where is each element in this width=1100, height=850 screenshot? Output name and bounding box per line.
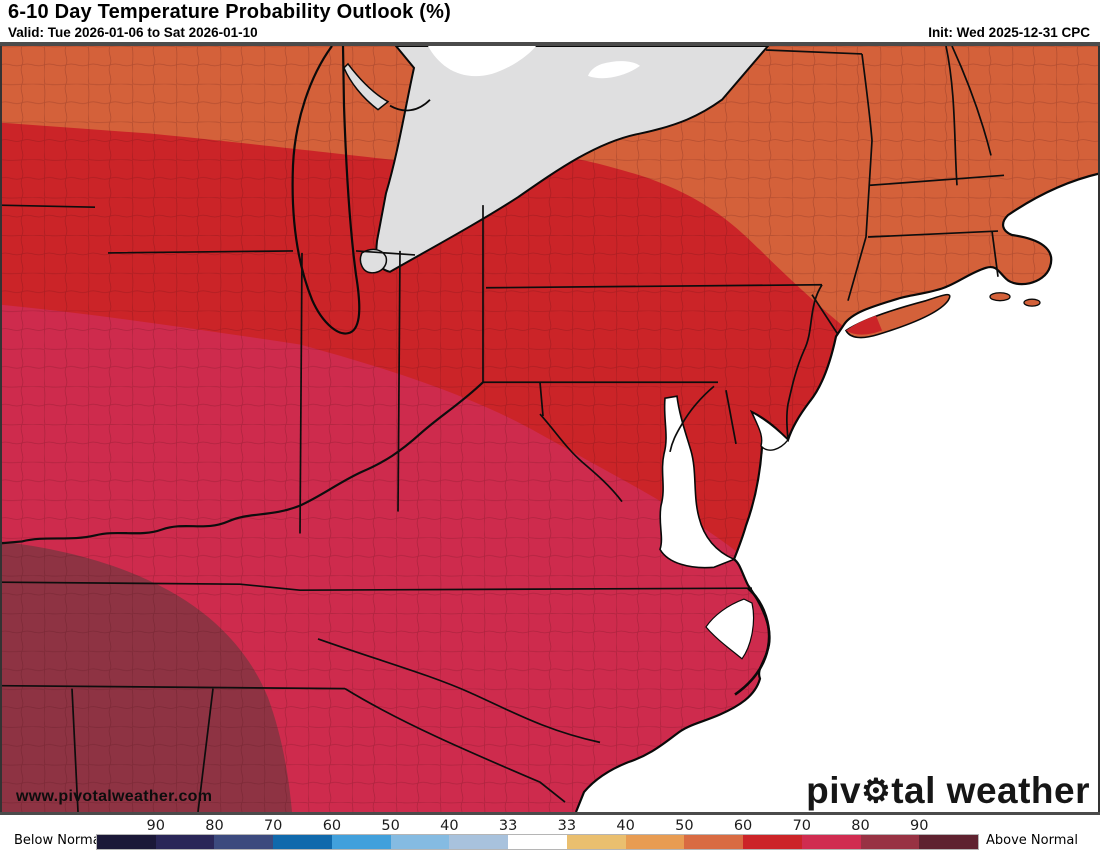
legend-segment-12 xyxy=(801,835,861,849)
legend-segment-3 xyxy=(273,835,332,849)
lake-st-clair xyxy=(359,248,388,274)
legend-tick-80-1: 80 xyxy=(205,818,224,834)
legend-tick-33-7: 33 xyxy=(557,818,577,834)
map-frame xyxy=(0,46,1100,812)
legend-segment-2 xyxy=(214,835,274,849)
legend-segment-9 xyxy=(625,835,685,849)
probability-color-legend: Below Normal 90 80 70 60 50 40 33 33 40 50 60 70 80 9… xyxy=(0,815,1100,850)
legend-segment-11 xyxy=(743,835,802,849)
long-island-west xyxy=(846,315,882,335)
lake-michigan-outline xyxy=(291,46,361,335)
legend-segment-10 xyxy=(684,835,744,849)
legend-segment-8 xyxy=(566,835,626,849)
legend-segment-6 xyxy=(449,835,509,849)
legend-segment-13 xyxy=(860,835,920,849)
legend-tick-70-11: 70 xyxy=(792,818,812,834)
color-bar xyxy=(96,834,979,850)
atlantic-ocean xyxy=(576,173,1100,812)
delaware-bay xyxy=(750,410,789,451)
init-time-label: Init: Wed 2025-12-31 CPC xyxy=(928,25,1090,40)
lake-huron xyxy=(428,46,536,77)
legend-tick-90-13: 90 xyxy=(910,818,929,834)
legend-segment-5 xyxy=(390,835,450,849)
legend-segment-14 xyxy=(919,835,979,849)
chesapeake-bay xyxy=(659,395,737,569)
legend-tick-40-8: 40 xyxy=(616,818,635,834)
logo-text-pre: piv xyxy=(806,770,862,811)
legend-tick-60-3: 60 xyxy=(322,818,342,834)
header: 6-10 Day Temperature Probability Outlook… xyxy=(0,0,1100,42)
canada-gray-region xyxy=(375,46,770,273)
legend-tick-50-9: 50 xyxy=(675,818,694,834)
pamlico-sound xyxy=(705,598,755,660)
legend-tick-80-12: 80 xyxy=(851,818,870,834)
legend-tick-50-4: 50 xyxy=(381,818,400,834)
marthas-vineyard xyxy=(989,292,1011,302)
logo-text-post: tal weather xyxy=(891,770,1090,811)
state-borders xyxy=(0,46,1005,812)
page-title: 6-10 Day Temperature Probability Outlook… xyxy=(8,1,451,23)
legend-tick-40-5: 40 xyxy=(440,818,459,834)
map-canvas xyxy=(0,46,1100,812)
legend-tick-33-6: 33 xyxy=(498,818,518,834)
saginaw-bay xyxy=(343,62,390,111)
legend-tick-70-2: 70 xyxy=(263,818,283,834)
ohio-river xyxy=(0,381,484,545)
legend-segment-0 xyxy=(97,835,156,849)
gear-icon: ⚙ xyxy=(861,772,892,809)
nantucket xyxy=(1023,298,1041,307)
legend-segment-4 xyxy=(331,835,391,849)
michigan-thumb-coast xyxy=(389,99,431,112)
outer-banks xyxy=(734,587,771,696)
forecast-map: www.pivotalweather.com piv⚙tal weather xyxy=(0,42,1100,815)
legend-segment-1 xyxy=(155,835,215,849)
legend-segment-7 xyxy=(508,835,567,849)
valid-range-label: Valid: Tue 2026-01-06 to Sat 2026-01-10 xyxy=(8,25,258,40)
above-normal-label: Above Normal xyxy=(986,833,1078,848)
legend-tick-60-10: 60 xyxy=(733,818,753,834)
pivotal-weather-logo: piv⚙tal weather xyxy=(806,770,1090,812)
legend-tick-90-0: 90 xyxy=(146,818,165,834)
below-normal-label: Below Normal xyxy=(14,833,105,848)
georgian-bay xyxy=(588,61,640,79)
watermark: www.pivotalweather.com xyxy=(16,788,213,805)
